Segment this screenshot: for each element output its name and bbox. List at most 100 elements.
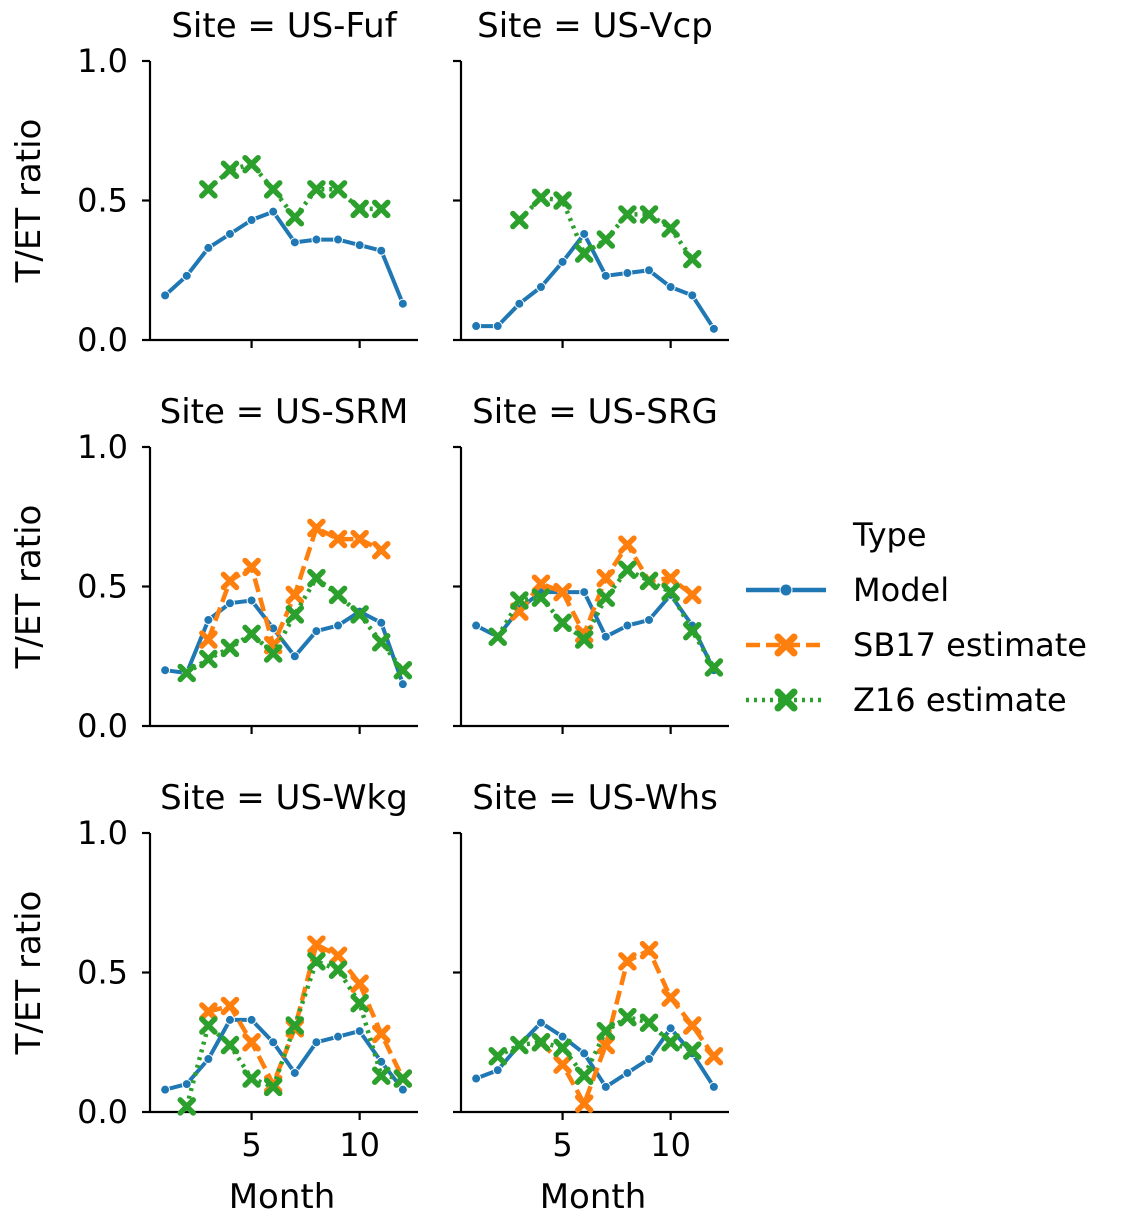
data-point-stroke-b [596, 1021, 616, 1041]
series-line [207, 942, 405, 1087]
data-point-stroke-b [574, 630, 594, 649]
x-tick-label: 5 [241, 1126, 261, 1164]
data-point-stroke-b [639, 205, 659, 224]
data-point-stroke-b [307, 935, 326, 954]
data-point [372, 199, 391, 219]
data-point-stroke-b [553, 613, 572, 633]
data-point-stroke-b [242, 624, 261, 644]
data-point [510, 591, 529, 610]
data-point [596, 588, 616, 607]
data-point [665, 1023, 676, 1034]
data-point [242, 1069, 261, 1088]
panel-title: Site = US-Fuf [171, 6, 397, 46]
data-point-stroke-b [285, 605, 305, 624]
data-point-stroke-b [553, 191, 572, 210]
data-point [488, 1046, 507, 1066]
data-point [471, 620, 482, 631]
data-point-stroke-b [574, 244, 594, 263]
series-z16-estimate [488, 1007, 702, 1085]
data-point-stroke-b [618, 560, 637, 580]
data-point [531, 574, 551, 593]
data-point [397, 298, 408, 309]
data-point [199, 630, 218, 649]
data-point-stroke-b [488, 1046, 507, 1066]
data-point-stroke-b [704, 658, 724, 677]
data-point-stroke-b [307, 180, 326, 199]
data-point [683, 1041, 702, 1060]
y-tick-label: 1.0 [77, 428, 128, 466]
data-point [553, 613, 572, 633]
data-point [471, 1073, 482, 1084]
data-point [333, 234, 344, 245]
data-point [199, 180, 218, 199]
data-point [708, 1081, 719, 1092]
series-line [517, 195, 695, 261]
data-point [328, 946, 348, 966]
data-point [177, 1097, 196, 1116]
panel-title: Site = US-Whs [472, 778, 718, 818]
data-point-stroke-b [661, 582, 680, 602]
data-point-stroke-b [683, 585, 702, 605]
data-point [639, 940, 659, 960]
legend-marker [774, 688, 798, 712]
data-point [376, 245, 387, 256]
data-point-stroke-b [242, 557, 261, 577]
data-point-stroke-b [199, 649, 218, 669]
data-point [181, 1079, 192, 1090]
x-tick-label: 5 [552, 1126, 572, 1164]
data-point-stroke-b [350, 199, 369, 219]
data-point [372, 633, 391, 652]
series-z16-estimate [177, 568, 413, 683]
data-point [177, 663, 196, 683]
y-tick-label: 1.0 [77, 814, 128, 852]
data-point [661, 219, 680, 238]
data-point [661, 1033, 680, 1052]
data-point [639, 571, 659, 591]
data-point [285, 605, 305, 624]
data-point [268, 206, 279, 217]
data-point [661, 582, 680, 602]
data-point [354, 1026, 365, 1037]
data-point [350, 993, 369, 1013]
data-point-stroke-b [307, 518, 326, 538]
data-point-stroke-b [618, 952, 637, 971]
data-point [393, 660, 413, 680]
data-point-stroke-b [242, 154, 261, 174]
data-point [224, 1014, 235, 1025]
legend-label: Model [853, 571, 949, 609]
y-axis-label: T/ET ratio [9, 505, 49, 670]
series-model [160, 595, 408, 690]
data-point [311, 626, 322, 637]
data-point [203, 614, 214, 625]
data-point-stroke-b [350, 529, 369, 549]
data-point [661, 568, 680, 588]
data-point [333, 620, 344, 631]
data-point [574, 1066, 594, 1085]
data-point [574, 244, 594, 263]
data-point [514, 298, 525, 309]
data-point [307, 935, 326, 954]
data-point [618, 1007, 637, 1027]
data-point-stroke-b [596, 1035, 616, 1055]
data-point [600, 1081, 611, 1092]
data-point-stroke-b [618, 205, 637, 224]
data-point [181, 270, 192, 281]
series-line [163, 209, 405, 305]
data-point [263, 180, 283, 199]
x-axis-label: Month [229, 1177, 336, 1217]
data-point [220, 571, 240, 591]
data-point [708, 323, 719, 334]
data-point [242, 624, 261, 644]
data-point [579, 1048, 590, 1059]
y-tick-label: 0.5 [77, 954, 128, 992]
data-point-stroke-b [683, 1016, 702, 1035]
series-line [164, 598, 405, 685]
data-point [372, 1024, 391, 1044]
data-point [224, 598, 235, 609]
data-point [199, 649, 218, 669]
data-point-stroke-b [704, 1046, 724, 1066]
data-point [350, 199, 369, 219]
data-point-stroke-b [574, 1066, 594, 1085]
data-point [220, 638, 240, 658]
data-point-stroke-b [328, 180, 348, 199]
